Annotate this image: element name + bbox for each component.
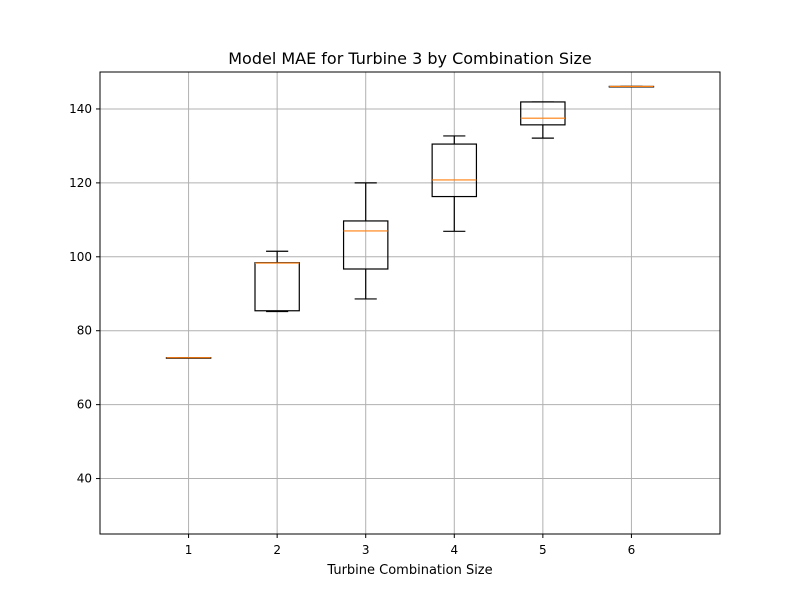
box-plots xyxy=(165,85,655,359)
box-plot-6 xyxy=(608,85,655,88)
box-plot-2 xyxy=(254,250,300,313)
plot-area-frame xyxy=(99,71,721,535)
chart-title: Model MAE for Turbine 3 by Combination S… xyxy=(228,49,592,68)
x-tick-label: 3 xyxy=(362,543,370,557)
x-axis-ticks: 1 2 3 4 5 6 xyxy=(185,534,635,557)
y-tick-label: 60 xyxy=(77,398,92,412)
box-plot-3 xyxy=(342,182,389,300)
x-tick-label: 5 xyxy=(539,543,547,557)
box-iqr xyxy=(520,101,566,126)
box-plot-5 xyxy=(520,101,566,139)
x-tick-label: 4 xyxy=(450,543,458,557)
x-tick-label: 6 xyxy=(628,543,636,557)
x-tick-label: 1 xyxy=(185,543,193,557)
y-tick-label: 80 xyxy=(77,324,92,338)
y-tick-label: 140 xyxy=(69,102,92,116)
y-axis-ticks: 40 60 80 100 120 140 xyxy=(69,102,100,486)
grid xyxy=(100,72,720,534)
y-tick-label: 100 xyxy=(69,250,92,264)
y-tick-label: 40 xyxy=(77,472,92,486)
box-iqr xyxy=(342,220,389,270)
box-plot-4 xyxy=(431,135,478,232)
x-axis-label: Turbine Combination Size xyxy=(326,563,492,578)
x-tick-label: 2 xyxy=(273,543,281,557)
box-iqr xyxy=(431,143,478,198)
box-plot-1 xyxy=(165,357,212,359)
y-tick-label: 120 xyxy=(69,176,92,190)
